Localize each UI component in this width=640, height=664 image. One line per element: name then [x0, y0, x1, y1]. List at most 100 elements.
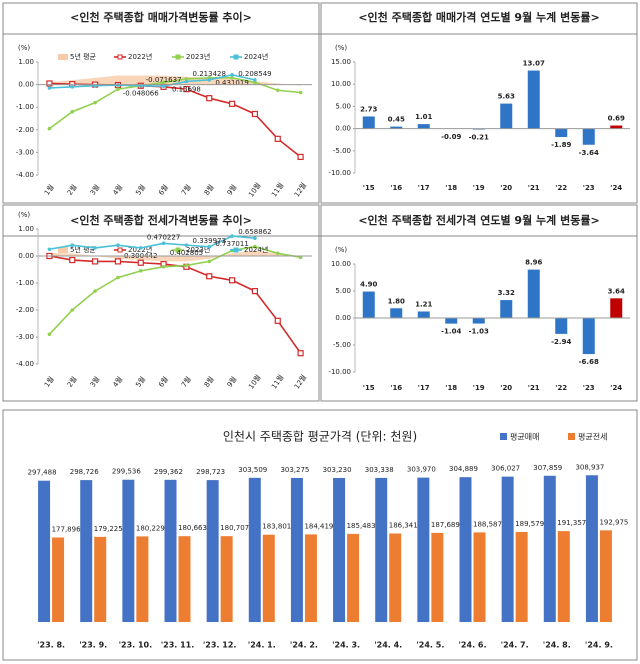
data-label: 180,229	[136, 524, 165, 532]
bar	[500, 103, 513, 129]
marker	[228, 100, 236, 107]
x-tick-label: '24. 6.	[458, 641, 486, 650]
line	[49, 82, 302, 158]
y-tick-label: -10.00	[328, 368, 351, 376]
bar	[136, 536, 149, 622]
x-tick-label: '16	[390, 184, 402, 192]
x-tick-label: 1월	[42, 183, 56, 197]
data-label: 0.69	[608, 115, 625, 123]
data-label: 0.658862	[238, 228, 271, 236]
x-tick-label: '21	[528, 384, 540, 392]
marker	[230, 234, 234, 238]
marker	[206, 95, 213, 102]
marker	[47, 247, 52, 252]
y-tick-label: -10.00	[328, 169, 351, 177]
data-label: -1.89	[551, 141, 571, 149]
y-tick-label: 0.00	[18, 81, 34, 89]
legend-marker	[117, 247, 123, 253]
data-label: 0.45	[388, 116, 405, 124]
legend-label: 평균전세	[578, 432, 607, 442]
bar	[543, 475, 556, 622]
bar	[431, 532, 444, 622]
marker	[93, 100, 97, 105]
legend-label: 2024년	[244, 245, 268, 254]
marker	[275, 88, 280, 93]
bar	[304, 534, 317, 622]
chart-title: <인천 주택종합 매매가격 연도별 9월 누계 변동률>	[358, 10, 599, 24]
x-tick-label: 8월	[202, 183, 216, 197]
bar	[555, 318, 568, 334]
marker	[137, 259, 144, 266]
marker	[230, 76, 234, 80]
bar	[459, 477, 472, 622]
x-tick-label: 10월	[246, 181, 262, 199]
x-tick-label: '22	[555, 184, 567, 192]
x-tick-label: 6월	[156, 183, 170, 197]
bar	[38, 480, 51, 622]
x-tick-label: '24	[610, 384, 622, 392]
marker	[297, 153, 304, 161]
marker	[47, 126, 52, 131]
data-label: 0.213428	[193, 70, 226, 78]
legend-marker	[175, 247, 181, 253]
data-label: 299,362	[154, 468, 183, 476]
x-tick-label: '18	[445, 384, 457, 392]
x-tick-label: '20	[500, 384, 512, 392]
marker	[69, 256, 76, 264]
x-tick-label: '15	[363, 184, 375, 192]
data-label: 189,579	[515, 520, 544, 528]
data-label: 306,027	[491, 465, 520, 473]
marker	[228, 277, 236, 284]
data-label: -6.68	[579, 358, 599, 366]
bar	[599, 530, 612, 622]
x-tick-label: '18	[445, 184, 457, 192]
data-label: 0.431019	[215, 79, 248, 87]
x-tick-label: '22	[555, 384, 567, 392]
x-tick-label: '20	[500, 184, 512, 192]
x-tick-label: 11월	[269, 181, 285, 199]
bar	[362, 116, 375, 129]
data-label: -0.048066	[123, 90, 159, 98]
marker	[91, 258, 99, 265]
data-label: 177,896	[52, 525, 81, 533]
y-unit: (%)	[18, 211, 30, 219]
data-label: 4.90	[360, 281, 377, 289]
x-tick-label: 2월	[65, 375, 79, 389]
bar	[417, 311, 430, 318]
data-label: -0.21	[469, 134, 489, 142]
y-tick-label: -3.00	[16, 333, 34, 341]
bar	[500, 300, 513, 318]
x-tick-label: '24. 1.	[248, 641, 276, 650]
y-tick-label: 0.00	[335, 125, 351, 133]
bar	[585, 475, 598, 622]
marker	[70, 243, 75, 247]
legend-marker	[175, 54, 181, 60]
marker	[207, 245, 212, 249]
x-tick-label: '16	[390, 384, 402, 392]
chart-title: <인천 주택종합 전세가격변동률 추이>	[70, 213, 252, 227]
marker	[93, 289, 97, 293]
data-label: 298,723	[196, 468, 225, 476]
x-tick-label: 5월	[134, 183, 148, 197]
bar	[555, 128, 568, 137]
data-label: -1.03	[469, 328, 489, 336]
y-tick-label: 10.00	[331, 80, 351, 88]
y-tick-label: 1.00	[18, 58, 34, 66]
x-tick-label: '23	[583, 384, 595, 392]
x-tick-label: 3월	[88, 375, 102, 389]
legend-swatch	[58, 247, 68, 253]
legend-label: 2022년	[128, 52, 152, 61]
legend-marker	[233, 54, 239, 60]
marker	[116, 87, 120, 91]
y-unit: (%)	[335, 44, 347, 52]
y-tick-label: -5.00	[333, 341, 351, 349]
x-tick-label: 12월	[292, 373, 308, 391]
line	[49, 235, 255, 251]
marker	[116, 243, 120, 247]
y-tick-label: 10.00	[331, 260, 351, 268]
marker	[138, 246, 143, 250]
y-tick-label: 1.00	[18, 225, 34, 233]
legend-label: 5년 평균	[70, 245, 97, 254]
data-label: 3.64	[608, 287, 625, 295]
